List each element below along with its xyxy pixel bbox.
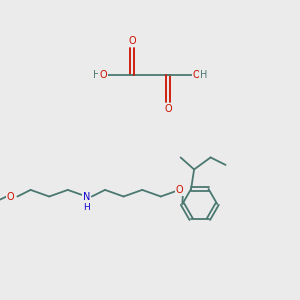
Text: O: O xyxy=(128,35,136,46)
Text: H: H xyxy=(200,70,208,80)
Text: H: H xyxy=(83,203,90,212)
Text: O: O xyxy=(193,70,200,80)
Text: H: H xyxy=(92,70,100,80)
Text: O: O xyxy=(7,191,14,202)
Text: O: O xyxy=(100,70,107,80)
Text: O: O xyxy=(176,185,183,195)
Text: O: O xyxy=(164,104,172,115)
Text: N: N xyxy=(83,191,90,202)
